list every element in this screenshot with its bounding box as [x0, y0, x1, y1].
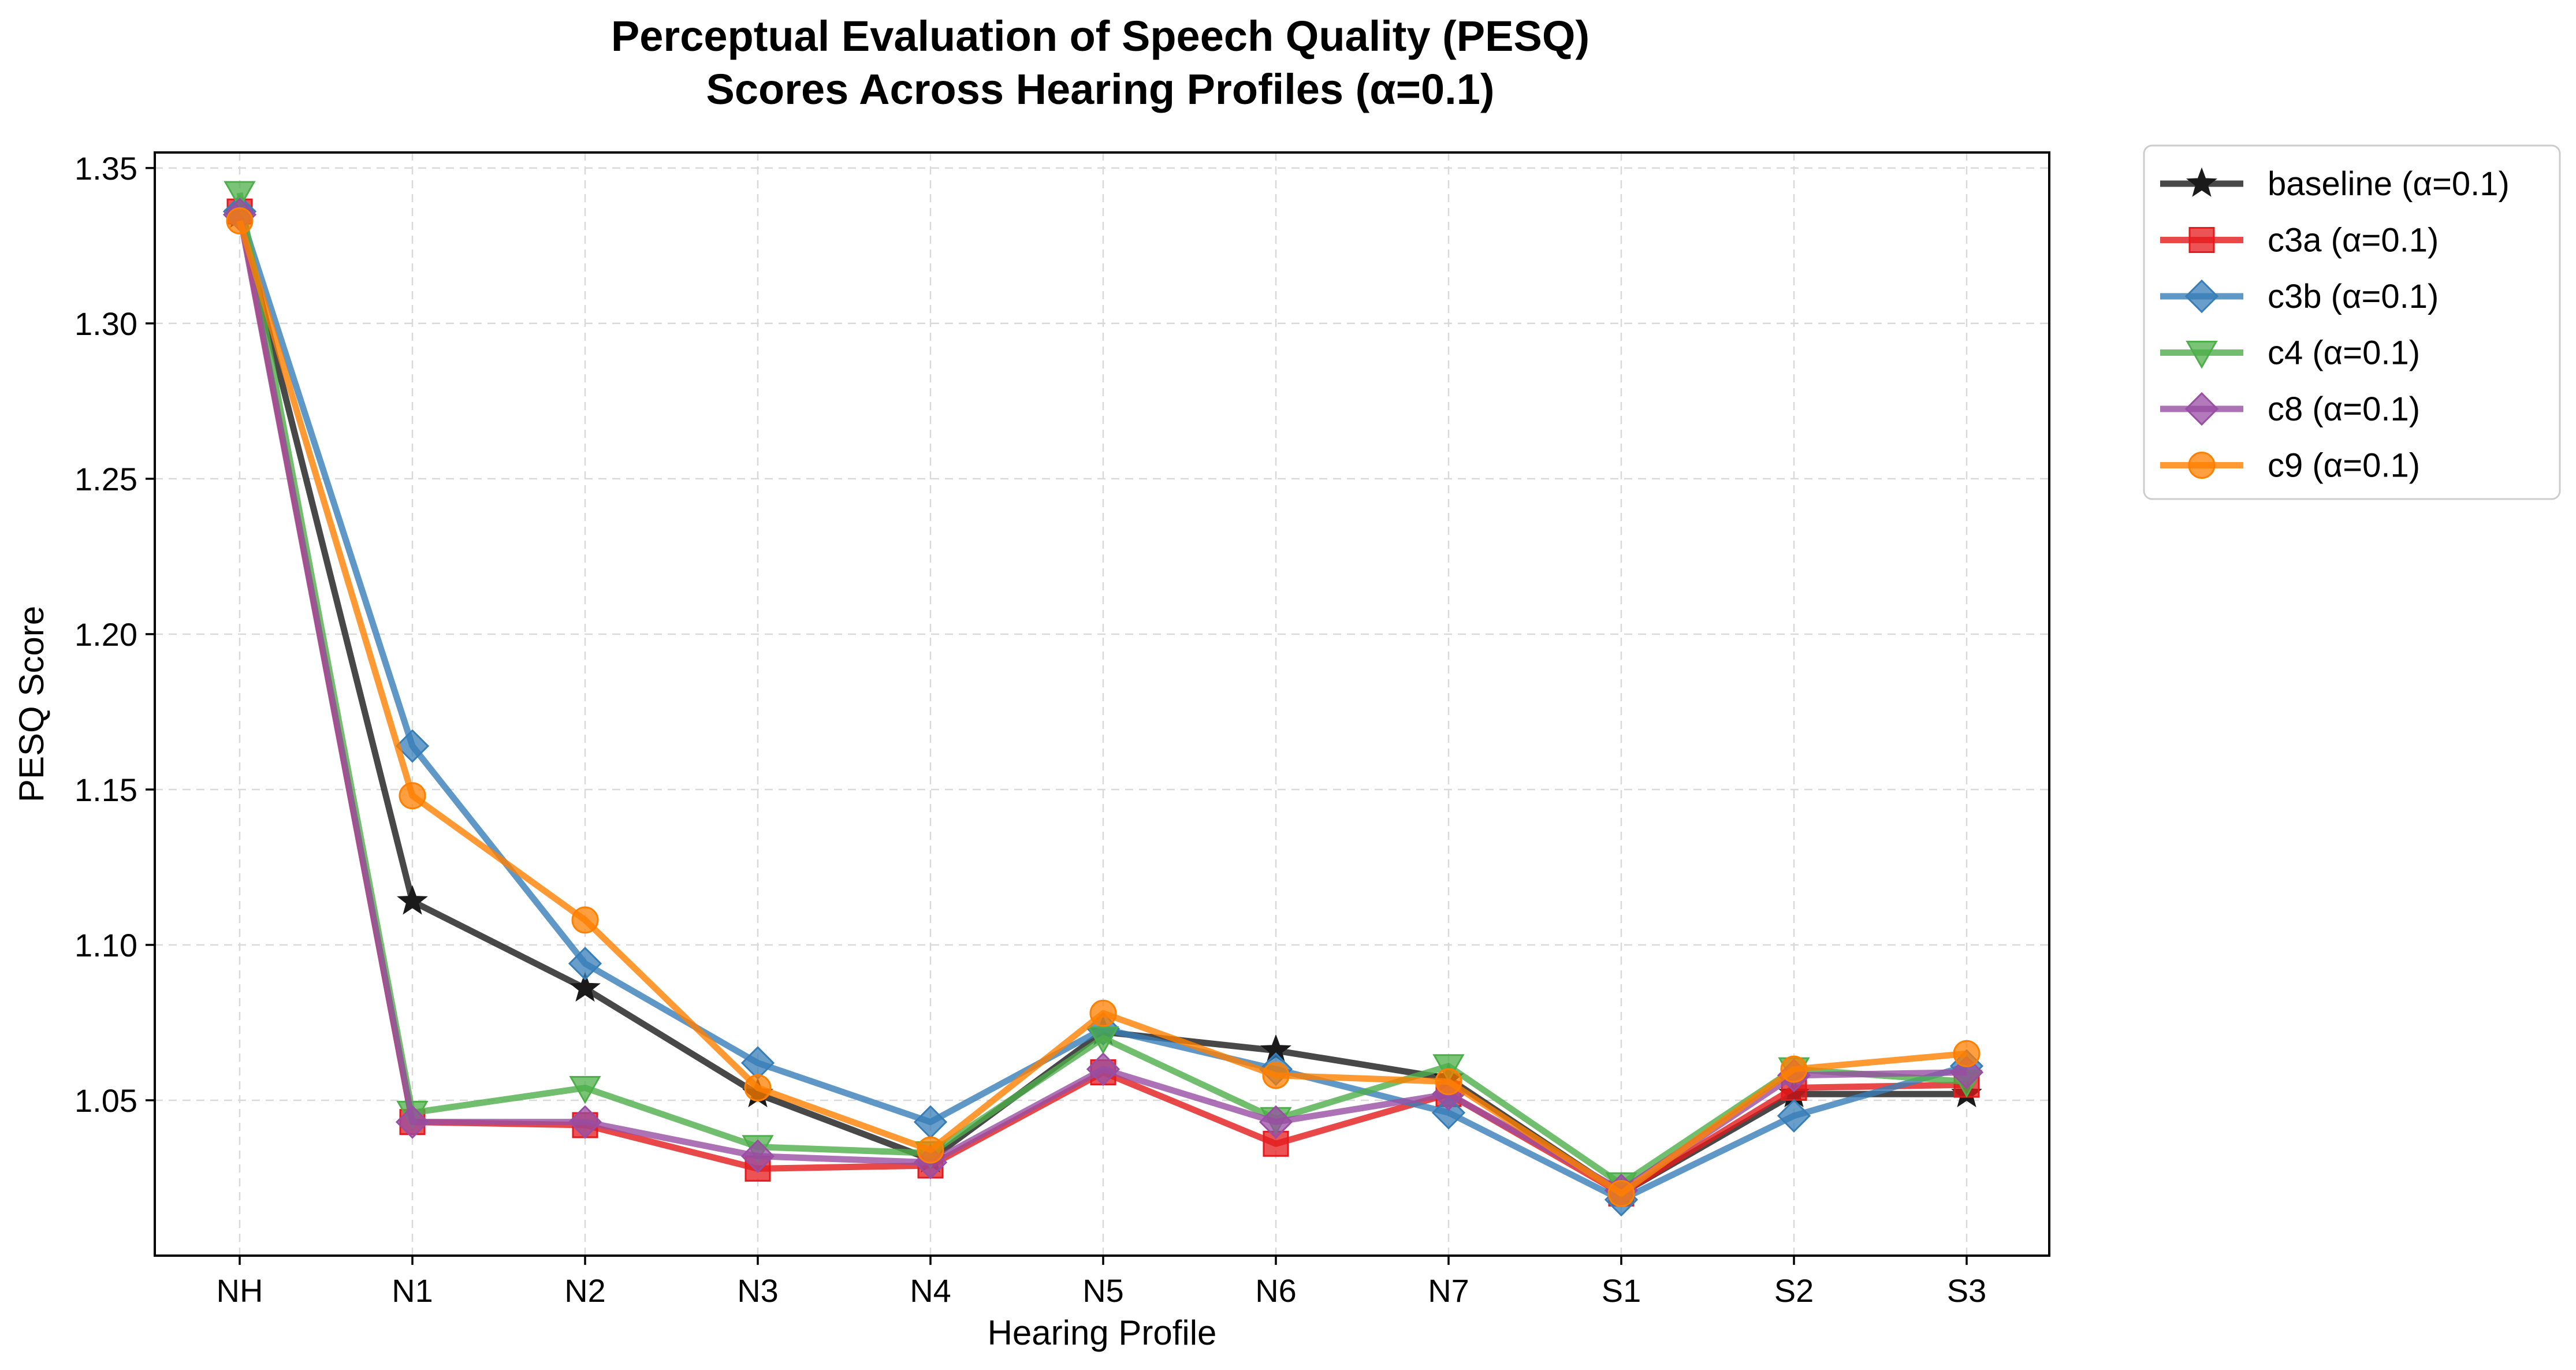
- x-tick-label-S2: S2: [1774, 1272, 1814, 1309]
- data-point-c9-S1: [1607, 1179, 1635, 1207]
- x-tick-label-N5: N5: [1082, 1272, 1124, 1309]
- x-tick-label-N1: N1: [392, 1272, 433, 1309]
- x-tick-label-NH: NH: [217, 1272, 263, 1309]
- x-tick-label-N6: N6: [1255, 1272, 1297, 1309]
- data-point-c3b-N7: [1431, 1096, 1466, 1130]
- legend-swatch-marker-c9: [2188, 452, 2216, 479]
- chart-title-line-1: Perceptual Evaluation of Speech Quality …: [611, 12, 1589, 60]
- chart-title: Perceptual Evaluation of Speech Quality …: [611, 12, 1589, 113]
- legend-label-c3b: c3b (α=0.1): [2268, 278, 2439, 315]
- series-c9: [226, 207, 1981, 1207]
- legend-box: [2143, 144, 2561, 500]
- data-point-c4-NH: [224, 181, 256, 209]
- x-tick-label-N4: N4: [910, 1272, 951, 1309]
- data-point-c9-N2: [571, 906, 599, 934]
- data-point-c8-N5: [1086, 1052, 1121, 1086]
- data-point-c3b-N4: [913, 1105, 948, 1139]
- legend-swatch-marker-c3a: [2188, 227, 2215, 253]
- legend-label-baseline: baseline (α=0.1): [2268, 165, 2510, 203]
- data-point-c9-NH: [226, 207, 254, 234]
- data-point-baseline-N2: [569, 971, 601, 1002]
- data-point-c3b-N1: [395, 729, 430, 763]
- data-point-c3b-N2: [568, 947, 602, 981]
- legend-swatch-marker-c8: [2184, 392, 2219, 426]
- legend-label-c3a: c3a (α=0.1): [2268, 222, 2439, 259]
- data-point-c8-N1: [395, 1105, 430, 1139]
- legend-swatch-marker-c4: [2186, 341, 2218, 369]
- x-tick-label-N7: N7: [1428, 1272, 1469, 1309]
- plot-frame: [154, 151, 2050, 1257]
- data-point-baseline-N1: [397, 885, 428, 915]
- data-point-c9-N5: [1089, 999, 1117, 1027]
- x-tick-label-S3: S3: [1947, 1272, 1987, 1309]
- legend-entry-c3a: c3a (α=0.1): [2160, 222, 2439, 259]
- legend-entry-baseline: baseline (α=0.1): [2160, 165, 2510, 203]
- legend-label-c4: c4 (α=0.1): [2268, 334, 2420, 372]
- y-axis-ticks: 1.05 1.10 1.15 1.20 1.25 1.30 1.35: [75, 150, 155, 1119]
- data-point-c8-N3: [740, 1139, 775, 1173]
- legend: baseline (α=0.1) c3a (α=0.1) c3b (α=0.1) c4…: [2143, 144, 2561, 500]
- data-point-c4-N5: [1087, 1026, 1119, 1055]
- y-tick-label-1.15: 1.15: [75, 772, 137, 808]
- y-tick-label-1.35: 1.35: [75, 150, 137, 187]
- series-layer: [222, 181, 1984, 1217]
- legend-entry-c8: c8 (α=0.1): [2160, 390, 2420, 428]
- legend-entry-c4: c4 (α=0.1): [2160, 334, 2420, 372]
- data-point-c9-N7: [1435, 1068, 1462, 1096]
- legend-swatch-marker-c3b: [2184, 279, 2219, 314]
- legend-entry-c9: c9 (α=0.1): [2160, 447, 2420, 485]
- legend-label-c8: c8 (α=0.1): [2268, 390, 2420, 428]
- data-point-c9-S3: [1953, 1040, 1981, 1067]
- y-axis-label: PESQ Score: [12, 606, 51, 802]
- legend-label-c9: c9 (α=0.1): [2268, 447, 2420, 485]
- legend-swatch-marker-baseline: [2186, 167, 2217, 197]
- chart-title-line-2: Scores Across Hearing Profiles (α=0.1): [706, 65, 1494, 113]
- x-axis-ticks: NH N1 N2 N3 N4 N5 N6 N7 S1 S2 S3: [217, 1256, 1987, 1309]
- y-tick-label-1.30: 1.30: [75, 306, 137, 342]
- data-point-c8-N2: [568, 1105, 602, 1139]
- y-tick-label-1.20: 1.20: [75, 616, 137, 653]
- data-point-c3b-S2: [1777, 1099, 1811, 1133]
- legend-entry-c3b: c3b (α=0.1): [2160, 278, 2439, 315]
- x-tick-label-N3: N3: [737, 1272, 779, 1309]
- y-tick-label-1.05: 1.05: [75, 1082, 137, 1119]
- y-tick-label-1.10: 1.10: [75, 927, 137, 963]
- data-point-c9-N1: [399, 782, 426, 810]
- data-point-c8-N6: [1259, 1105, 1293, 1139]
- data-point-c4-N7: [1432, 1054, 1465, 1082]
- data-point-c4-N2: [569, 1075, 601, 1104]
- y-tick-label-1.25: 1.25: [75, 461, 137, 497]
- x-tick-label-N2: N2: [564, 1272, 606, 1309]
- data-point-c9-N4: [917, 1136, 944, 1164]
- data-point-c9-N6: [1262, 1062, 1290, 1089]
- x-axis-label: Hearing Profile: [988, 1313, 1217, 1352]
- data-point-c9-N3: [744, 1074, 772, 1101]
- x-tick-label-S1: S1: [1602, 1272, 1641, 1309]
- data-point-c9-S2: [1780, 1055, 1808, 1083]
